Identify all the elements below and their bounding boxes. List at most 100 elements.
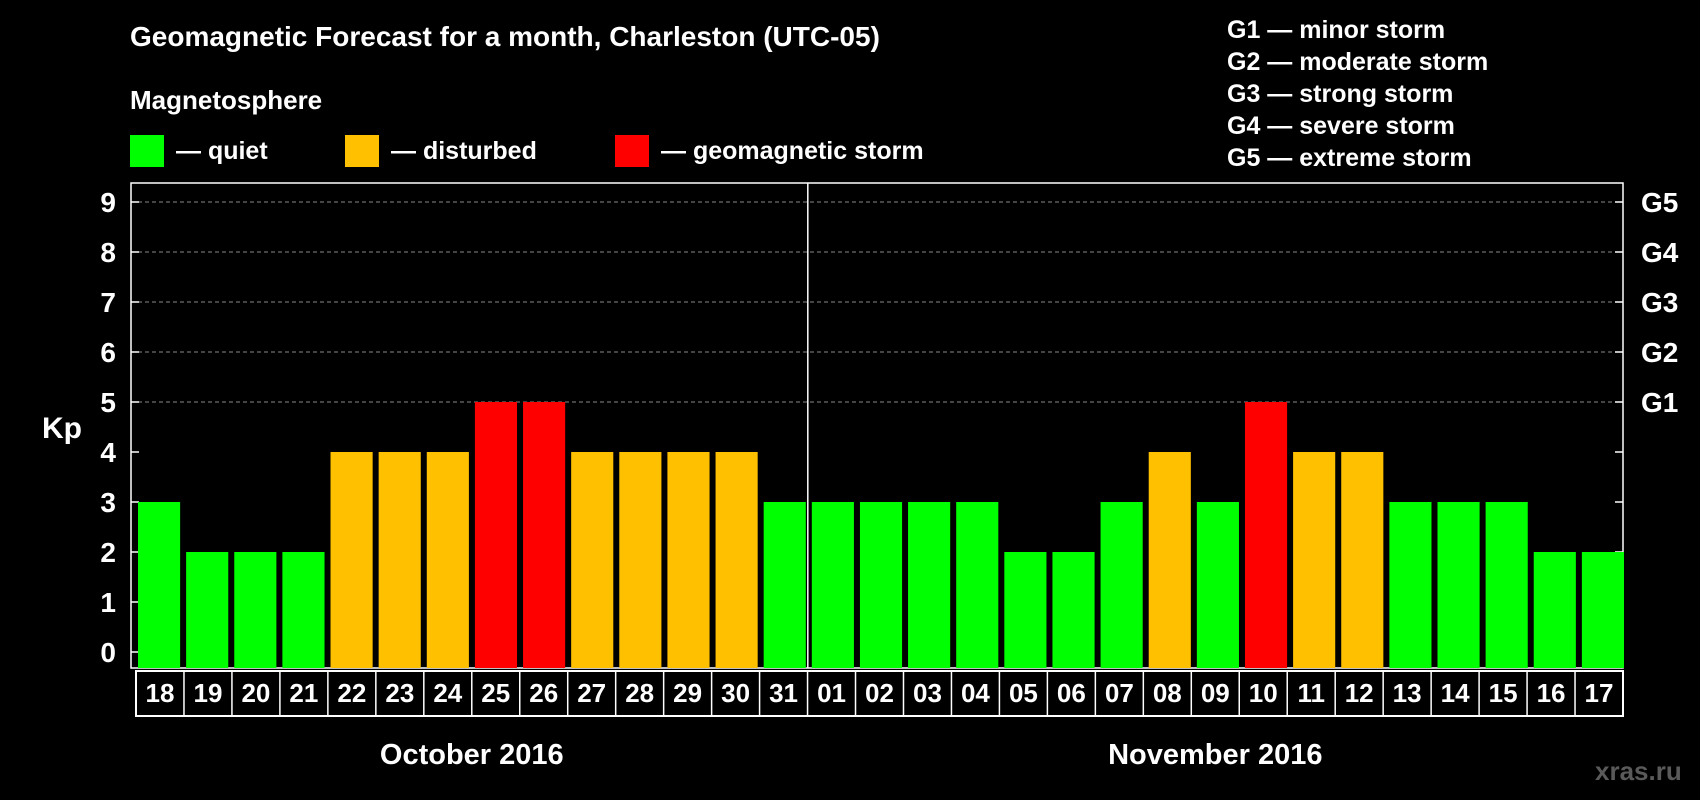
date-label-11: 11 bbox=[1297, 678, 1325, 708]
bar-day-09 bbox=[1196, 502, 1239, 668]
legend-label-quiet: — quiet bbox=[176, 136, 268, 165]
bar-day-19 bbox=[186, 552, 229, 668]
right-axis-label: G4 bbox=[1641, 237, 1679, 268]
storm-level-g5: G5 — extreme storm bbox=[1227, 144, 1472, 172]
date-label-07: 07 bbox=[1105, 678, 1134, 708]
y-tick-label: 7 bbox=[100, 287, 116, 318]
y-tick-label: 0 bbox=[100, 637, 116, 668]
date-label-17: 17 bbox=[1585, 678, 1614, 708]
bar-day-15 bbox=[1485, 502, 1528, 668]
bar-day-25 bbox=[474, 402, 518, 668]
legend-swatch-disturbed bbox=[345, 135, 379, 167]
date-label-31: 31 bbox=[769, 678, 798, 708]
bar-day-06 bbox=[1052, 552, 1095, 668]
watermark: xras.ru bbox=[1595, 756, 1682, 786]
bar-day-10 bbox=[1244, 402, 1288, 668]
bar-day-27 bbox=[571, 452, 614, 668]
bar-day-18 bbox=[138, 502, 181, 668]
date-label-06: 06 bbox=[1057, 678, 1086, 708]
y-tick-label: 2 bbox=[100, 537, 116, 568]
y-axis-label: Kp bbox=[42, 412, 82, 445]
bar-day-16 bbox=[1533, 552, 1576, 668]
storm-level-g3: G3 — strong storm bbox=[1227, 80, 1454, 108]
bar-day-21 bbox=[282, 552, 325, 668]
bar-day-20 bbox=[234, 552, 277, 668]
date-label-03: 03 bbox=[913, 678, 942, 708]
date-label-16: 16 bbox=[1537, 678, 1566, 708]
bar-day-24 bbox=[426, 452, 469, 668]
storm-level-g2: G2 — moderate storm bbox=[1227, 48, 1489, 76]
y-tick-label: 5 bbox=[100, 387, 116, 418]
date-label-05: 05 bbox=[1009, 678, 1038, 708]
right-axis-label: G1 bbox=[1641, 387, 1678, 418]
bar-day-08 bbox=[1148, 452, 1191, 668]
date-label-29: 29 bbox=[673, 678, 702, 708]
bar-day-28 bbox=[619, 452, 662, 668]
date-label-27: 27 bbox=[577, 678, 606, 708]
date-label-01: 01 bbox=[817, 678, 846, 708]
bar-day-03 bbox=[908, 502, 951, 668]
legend-swatch-storm bbox=[615, 135, 649, 167]
date-label-22: 22 bbox=[337, 678, 366, 708]
section-label: Magnetosphere bbox=[130, 85, 323, 115]
legend-storm: — geomagnetic storm bbox=[615, 135, 924, 167]
storm-level-legend: G1 — minor storm G2 — moderate storm G3 … bbox=[1227, 14, 1488, 174]
bar-day-05 bbox=[1004, 552, 1047, 668]
bar-day-12 bbox=[1341, 452, 1384, 668]
legend-quiet: — quiet bbox=[130, 135, 268, 167]
date-label-25: 25 bbox=[481, 678, 510, 708]
storm-level-g1: G1 — minor storm bbox=[1227, 16, 1446, 44]
date-label-23: 23 bbox=[385, 678, 414, 708]
date-label-02: 02 bbox=[865, 678, 894, 708]
date-label-15: 15 bbox=[1489, 678, 1518, 708]
y-tick-label: 6 bbox=[100, 337, 116, 368]
legend-disturbed: — disturbed bbox=[345, 135, 537, 167]
bar-day-04 bbox=[956, 502, 999, 668]
bar-day-29 bbox=[667, 452, 710, 668]
chart-title: Geomagnetic Forecast for a month, Charle… bbox=[130, 21, 880, 52]
bar-day-30 bbox=[715, 452, 758, 668]
legend-swatch-quiet bbox=[130, 135, 164, 167]
date-label-14: 14 bbox=[1441, 678, 1470, 708]
legend-label-storm: — geomagnetic storm bbox=[661, 136, 924, 165]
right-axis-label: G3 bbox=[1641, 287, 1678, 318]
bar-day-22 bbox=[330, 452, 373, 668]
bar-day-02 bbox=[859, 502, 903, 668]
bar-day-14 bbox=[1437, 502, 1480, 668]
right-axis-label: G2 bbox=[1641, 337, 1678, 368]
date-label-19: 19 bbox=[193, 678, 222, 708]
date-label-08: 08 bbox=[1153, 678, 1182, 708]
date-label-30: 30 bbox=[721, 678, 750, 708]
date-label-04: 04 bbox=[961, 678, 990, 708]
date-label-20: 20 bbox=[241, 678, 270, 708]
date-label-09: 09 bbox=[1201, 678, 1230, 708]
month-label-1: November 2016 bbox=[1108, 739, 1322, 771]
bar-day-26 bbox=[523, 402, 566, 668]
y-tick-label: 1 bbox=[100, 587, 116, 618]
y-tick-label: 3 bbox=[100, 487, 116, 518]
y-tick-label: 8 bbox=[100, 237, 116, 268]
bar-day-01 bbox=[811, 502, 854, 668]
date-label-28: 28 bbox=[625, 678, 654, 708]
month-label-0: October 2016 bbox=[380, 739, 564, 771]
date-row-frame bbox=[135, 670, 1624, 717]
y-tick-label: 4 bbox=[100, 437, 116, 468]
right-axis-label: G5 bbox=[1641, 187, 1678, 218]
date-label-13: 13 bbox=[1393, 678, 1422, 708]
bar-day-07 bbox=[1100, 502, 1143, 668]
date-label-24: 24 bbox=[433, 678, 462, 708]
date-label-21: 21 bbox=[289, 678, 318, 708]
date-label-26: 26 bbox=[529, 678, 558, 708]
date-label-10: 10 bbox=[1249, 678, 1278, 708]
bar-day-13 bbox=[1389, 502, 1432, 668]
bar-day-11 bbox=[1293, 452, 1336, 668]
bar-day-31 bbox=[763, 502, 806, 668]
bar-day-23 bbox=[378, 452, 421, 668]
bar-day-17 bbox=[1581, 552, 1624, 668]
y-tick-label: 9 bbox=[100, 187, 116, 218]
date-label-18: 18 bbox=[146, 678, 175, 708]
date-label-12: 12 bbox=[1345, 678, 1374, 708]
legend-label-disturbed: — disturbed bbox=[391, 136, 537, 165]
storm-level-g4: G4 — severe storm bbox=[1227, 112, 1455, 140]
